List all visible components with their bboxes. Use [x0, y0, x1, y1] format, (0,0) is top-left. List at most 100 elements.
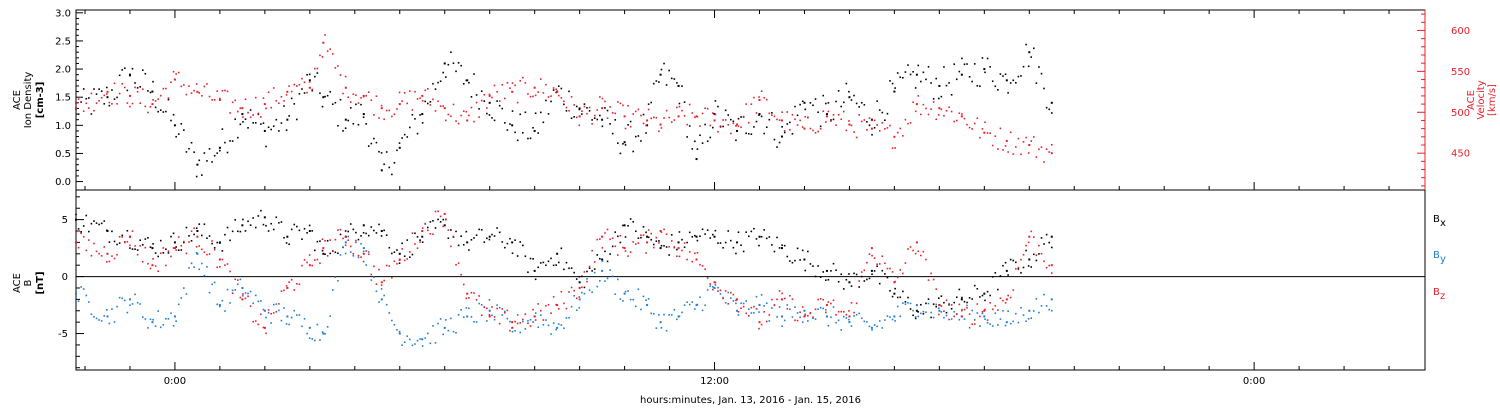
bz-point [432, 233, 434, 236]
density-point [837, 90, 840, 92]
velocity-point [475, 101, 478, 104]
velocity-point [583, 105, 586, 108]
bx-point [560, 247, 563, 250]
by-point [486, 320, 488, 322]
by-point [460, 308, 462, 311]
bx-point [729, 239, 732, 242]
density-point [466, 79, 469, 82]
by-point [380, 298, 383, 301]
velocity-point [1050, 152, 1053, 155]
density-point [224, 141, 226, 144]
by-point [247, 292, 249, 295]
velocity-point [301, 77, 303, 80]
bz-point [311, 264, 314, 267]
velocity-point [329, 48, 332, 50]
bx-point [216, 241, 219, 244]
density-point [606, 109, 609, 112]
velocity-point [796, 124, 799, 126]
by-point [329, 315, 332, 317]
by-point [432, 325, 434, 327]
by-point [889, 316, 891, 318]
bottom-panel-frame [75, 189, 1426, 371]
velocity-point [1002, 149, 1004, 151]
by-point [159, 326, 162, 329]
bx-point [573, 271, 575, 274]
bz-point [82, 235, 85, 238]
bz-point [876, 263, 878, 266]
by-point [686, 301, 688, 304]
bx-point [840, 273, 843, 276]
bz-point [825, 311, 827, 314]
velocity-point [647, 108, 650, 111]
velocity-point [606, 117, 609, 119]
bz-point [534, 319, 537, 321]
by-point [736, 309, 739, 312]
bx-point [196, 230, 199, 233]
bx-point [724, 241, 727, 244]
by-point [814, 318, 817, 320]
by-point [1020, 306, 1022, 309]
bz-point [352, 253, 355, 255]
bz-point [817, 298, 819, 301]
velocity-point [362, 94, 365, 97]
density-point [1035, 82, 1038, 84]
bx-point [727, 230, 730, 232]
by-point [226, 288, 229, 291]
bz-point [139, 244, 141, 247]
by-point [976, 312, 979, 314]
density-point [1028, 51, 1031, 54]
bz-point [157, 270, 159, 273]
bz-point [524, 313, 527, 315]
by-point [123, 299, 126, 302]
bz-point [1025, 244, 1027, 247]
bx-point [676, 248, 678, 251]
by-point [177, 303, 180, 306]
bx-point [575, 278, 578, 280]
velocity-point [254, 96, 257, 99]
velocity-point [406, 102, 409, 105]
by-point [488, 309, 491, 312]
bx-point [434, 227, 437, 229]
bx-point [845, 278, 848, 281]
velocity-point [776, 118, 778, 121]
velocity-point [555, 88, 557, 91]
by-point [100, 320, 103, 322]
bz-point [263, 326, 266, 329]
by-point [82, 288, 85, 290]
density-point [1040, 72, 1043, 75]
bx-point [848, 281, 851, 284]
bz-point [1017, 266, 1020, 269]
bx-point [322, 252, 325, 255]
by-point [853, 315, 855, 317]
by-point [301, 325, 303, 328]
bz-point [480, 314, 483, 317]
density-point [840, 105, 843, 108]
legend-bx: B [1433, 214, 1440, 225]
bx-point [298, 229, 301, 232]
bz-point [676, 255, 678, 258]
velocity-point [729, 132, 732, 135]
bz-point [932, 278, 935, 281]
velocity-point [95, 102, 98, 104]
bz-point [123, 241, 126, 244]
bz-point [378, 268, 380, 271]
bx-point [473, 237, 475, 239]
density-point [622, 143, 624, 145]
bz-point [760, 323, 763, 326]
bx-point [162, 252, 165, 254]
density-point [722, 125, 724, 128]
bx-point [637, 237, 640, 240]
by-point [450, 317, 452, 320]
by-point [111, 308, 113, 310]
bz-point [593, 261, 596, 263]
by-point [876, 325, 878, 328]
by-point [537, 326, 540, 328]
by-point [845, 317, 848, 319]
bz-point [466, 292, 469, 295]
bz-point [773, 304, 776, 306]
bx-point [889, 289, 891, 292]
density-point [1025, 43, 1027, 46]
bz-point [758, 327, 760, 330]
bz-point [470, 291, 473, 294]
bx-point [85, 214, 88, 217]
